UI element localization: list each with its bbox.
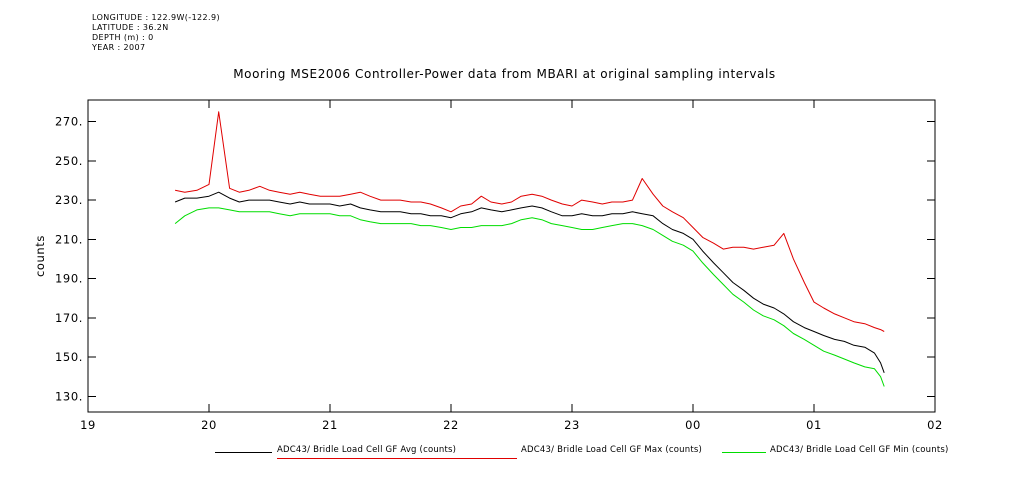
svg-text:150.: 150. bbox=[55, 350, 83, 364]
chart-title: Mooring MSE2006 Controller-Power data fr… bbox=[233, 67, 776, 81]
legend-min-line-swatch bbox=[722, 452, 766, 453]
svg-text:23: 23 bbox=[564, 418, 580, 432]
legend-label-max: ADC43/ Bridle Load Cell GF Max (counts) bbox=[521, 445, 703, 455]
svg-text:130.: 130. bbox=[55, 389, 83, 403]
legend-max-line-swatch bbox=[277, 458, 517, 459]
svg-text:02: 02 bbox=[927, 418, 943, 432]
svg-text:20: 20 bbox=[201, 418, 217, 432]
svg-text:250.: 250. bbox=[55, 154, 83, 168]
svg-text:270.: 270. bbox=[55, 115, 83, 129]
svg-text:190.: 190. bbox=[55, 272, 83, 286]
svg-text:21: 21 bbox=[322, 418, 338, 432]
svg-text:counts: counts bbox=[33, 235, 47, 277]
svg-text:01: 01 bbox=[806, 418, 822, 432]
meta-year: YEAR : 2007 bbox=[92, 43, 146, 52]
meta-depth: DEPTH (m) : 0 bbox=[92, 33, 154, 42]
svg-text:230.: 230. bbox=[55, 193, 83, 207]
svg-text:19: 19 bbox=[80, 418, 96, 432]
svg-text:00: 00 bbox=[685, 418, 701, 432]
meta-latitude: LATITUDE : 36.2N bbox=[92, 23, 169, 32]
metadata-block: LONGITUDE : 122.9W(-122.9) LATITUDE : 36… bbox=[92, 13, 220, 53]
legend-label-min: ADC43/ Bridle Load Cell GF Min (counts) bbox=[770, 445, 949, 455]
svg-text:170.: 170. bbox=[55, 311, 83, 325]
svg-text:210.: 210. bbox=[55, 232, 83, 246]
legend-label-avg: ADC43/ Bridle Load Cell GF Avg (counts) bbox=[277, 445, 457, 455]
svg-text:22: 22 bbox=[443, 418, 459, 432]
legend-avg-line-swatch bbox=[215, 452, 272, 453]
meta-longitude: LONGITUDE : 122.9W(-122.9) bbox=[92, 13, 220, 22]
